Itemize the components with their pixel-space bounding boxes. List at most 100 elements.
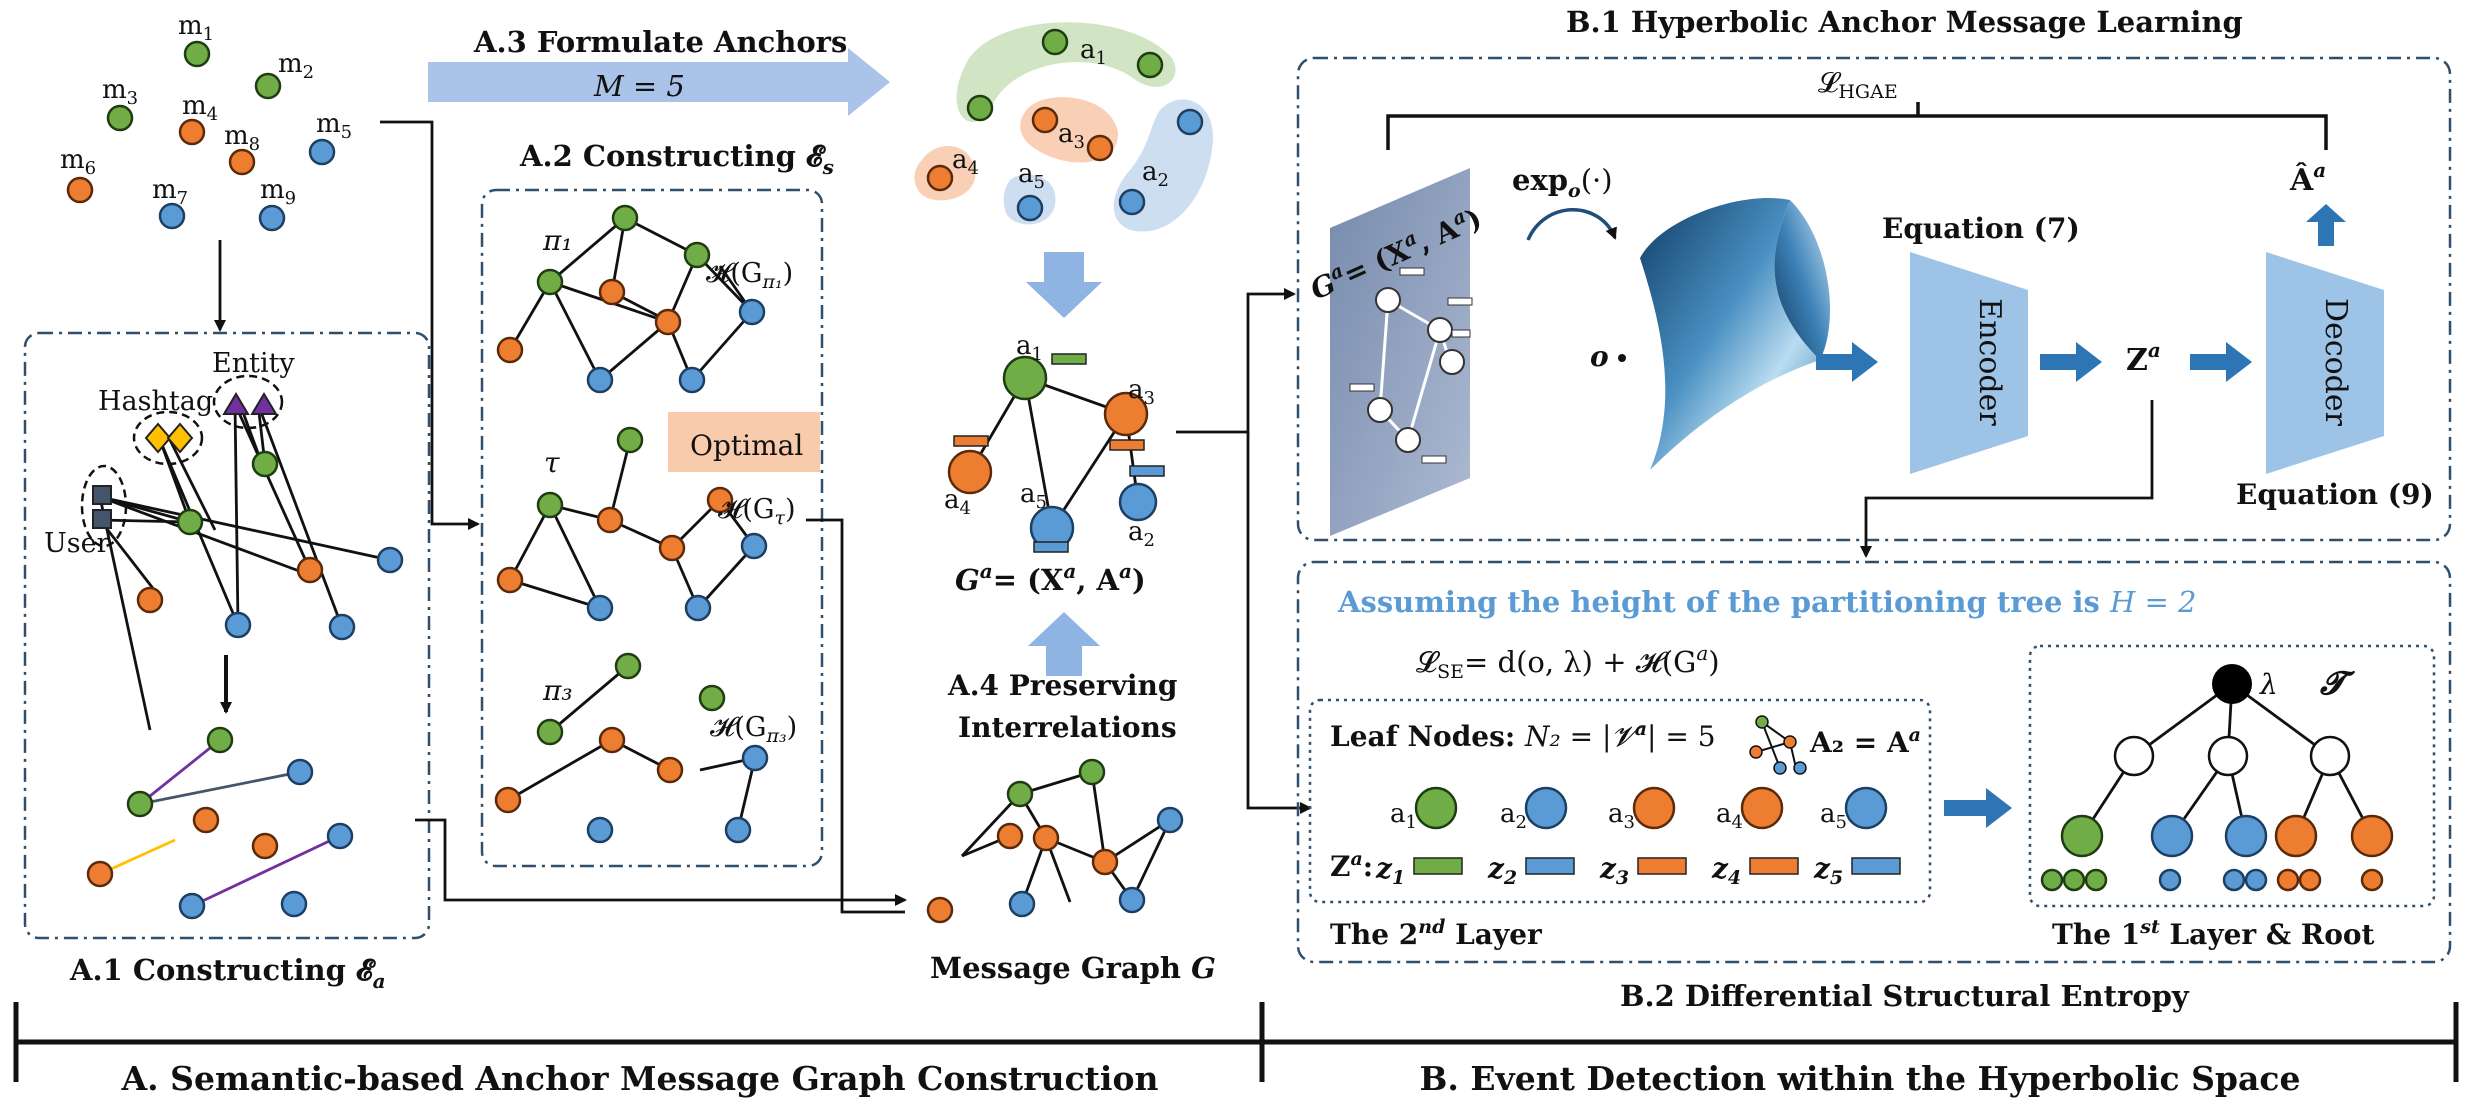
decoder-block: [2266, 252, 2384, 474]
exp-map-label: expo(·): [1512, 163, 1613, 202]
svg-text:τ: τ: [544, 446, 560, 479]
svg-text:a2: a2: [1142, 157, 1169, 191]
connector-to-b2: [1246, 432, 1312, 814]
svg-text:m5: m5: [316, 109, 352, 143]
entity-label: Entity: [212, 348, 295, 379]
svg-text:a1: a1: [1390, 799, 1417, 833]
a4-caption-line1: A.4 Preserving: [947, 669, 1178, 702]
user-label: User: [44, 528, 110, 559]
svg-text:π₃: π₃: [542, 674, 573, 707]
arrow-layer2-to-tree: [1944, 788, 2012, 828]
message-m8: m8: [224, 121, 260, 176]
message-m6: m6: [60, 145, 96, 204]
equation7: Equation (7): [1882, 212, 2080, 245]
a3-m-eq: M = 5: [593, 69, 685, 103]
arrow-to-decoder: [2190, 342, 2252, 382]
a2-eq: A₂ = Aa: [1809, 724, 1921, 759]
svg-text:𝓣: 𝓣: [2320, 664, 2356, 702]
loss-hgae: 𝓛HGAE: [1818, 66, 1898, 103]
a2-partition-tau: τ 𝓗(Gτ): [496, 426, 796, 622]
arrow-messages-to-a2: [380, 120, 480, 530]
exp-map-arrow: [1526, 208, 1617, 241]
svg-text:a1: a1: [1016, 331, 1043, 365]
arrow-z-to-b2: [1860, 400, 2154, 558]
arrow-to-z: [2040, 342, 2102, 382]
a1-heterogeneous-graph: Entity Hashtag User: [44, 348, 404, 731]
down-arrow-to-anchor-graph: [1026, 252, 1102, 318]
svg-text:π₁: π₁: [542, 224, 573, 257]
svg-text:λ: λ: [2259, 668, 2278, 701]
b2-assumption: Assuming the height of the partitioning …: [1337, 585, 2196, 619]
svg-text:z2: z2: [1487, 852, 1517, 889]
svg-text:z4: z4: [1711, 852, 1741, 889]
graph-plane: [1330, 168, 1473, 536]
message-m9: m9: [258, 175, 296, 232]
leaf-nodes-eq: Leaf Nodes: N₂ = |𝓥a| = 5: [1330, 718, 1716, 753]
svg-text:𝓗(Gπ₁): 𝓗(Gπ₁): [706, 258, 793, 293]
equation9: Equation (9): [2236, 478, 2434, 511]
svg-text:m4: m4: [182, 91, 218, 125]
up-arrow-a4: [1028, 612, 1100, 676]
a4-caption-line2: Interrelations: [958, 711, 1177, 744]
svg-text:z5: z5: [1813, 852, 1843, 889]
user-icons: [92, 485, 112, 529]
anchor-feature-bars: [953, 353, 1165, 553]
b1-title: B.1 Hyperbolic Anchor Message Learning: [1566, 5, 2243, 39]
b1-box: [1296, 56, 2452, 542]
svg-text:Optimal: Optimal: [690, 429, 803, 462]
svg-text:z3: z3: [1599, 852, 1629, 889]
layer2-label: The 2nd Layer: [1330, 916, 1543, 951]
a3-caption: A.3 Formulate Anchors: [473, 25, 847, 59]
layer2-box: [1308, 698, 1932, 904]
a1-caption: A.1 Constructing 𝓔a: [69, 953, 386, 993]
a1-semantic-graph: [86, 726, 354, 920]
svg-text:𝓗(Gπ₃): 𝓗(Gπ₃): [710, 712, 797, 747]
svg-text:a5: a5: [1018, 159, 1045, 193]
section-a-title: A. Semantic-based Anchor Message Graph C…: [121, 1059, 1159, 1098]
arrow-a1-to-message-graph: [415, 818, 907, 906]
message-cloud: m1 m2 m3 m4 m5 m6 m7 m8: [60, 11, 352, 232]
arrow-to-encoder: [1816, 342, 1878, 382]
tree-box: [2028, 644, 2436, 908]
svg-text:a4: a4: [944, 485, 971, 519]
hashtag-label: Hashtag: [98, 386, 213, 417]
encoder-label: Encoder: [1972, 298, 2007, 426]
svg-text:m8: m8: [224, 121, 260, 155]
a2-partition-pi3: π₃ 𝓗(Gπ₃): [494, 652, 797, 844]
message-m4: m4: [178, 91, 218, 146]
svg-text:a3: a3: [1128, 375, 1155, 409]
message-graph: [926, 758, 1184, 924]
svg-text:a3: a3: [1608, 799, 1635, 833]
a1-box: [23, 331, 431, 940]
decoder-label: Decoder: [2318, 298, 2353, 427]
svg-text:m9: m9: [260, 175, 296, 209]
mini-graph-icon: [1749, 715, 1807, 775]
b2-box: [1296, 560, 2452, 964]
message-m1: m1: [178, 11, 214, 68]
a2-caption: A.2 Constructing 𝓔s: [519, 139, 834, 179]
b2-title: B.2 Differential Structural Entropy: [1620, 979, 2190, 1013]
svg-text:a4: a4: [1716, 799, 1743, 833]
partitioning-tree: λ 𝓣: [2040, 664, 2394, 892]
encoder-block: [1910, 252, 2028, 474]
anchor-graph-label: Ga= (Xa, Aa): [955, 559, 1146, 597]
svg-text:m1: m1: [178, 11, 214, 45]
svg-text:m6: m6: [60, 145, 96, 179]
optimal-highlight: Optimal: [668, 412, 820, 472]
arrow-to-a-hat: [2306, 204, 2346, 246]
message-m3: m3: [102, 75, 138, 132]
a-hat-label: Âa: [2289, 158, 2326, 198]
message-m2: m2: [254, 49, 314, 100]
hashtag-icons: [144, 422, 194, 454]
bottom-timeline: [13, 1002, 2459, 1082]
svg-text:a5: a5: [1820, 799, 1847, 833]
svg-text:a1: a1: [1080, 35, 1107, 69]
connector-to-b: [1176, 288, 1296, 434]
svg-text:z1: z1: [1375, 852, 1405, 889]
arrow-a2-to-message-graph: [806, 518, 905, 914]
a2-partition-pi1: π₁ 𝓗(Gπ₁): [496, 204, 793, 394]
message-graph-caption: Message Graph G: [930, 951, 1216, 985]
svg-text:a2: a2: [1128, 517, 1155, 551]
a3-big-arrow: [428, 48, 890, 116]
message-m7: m7: [152, 175, 188, 230]
